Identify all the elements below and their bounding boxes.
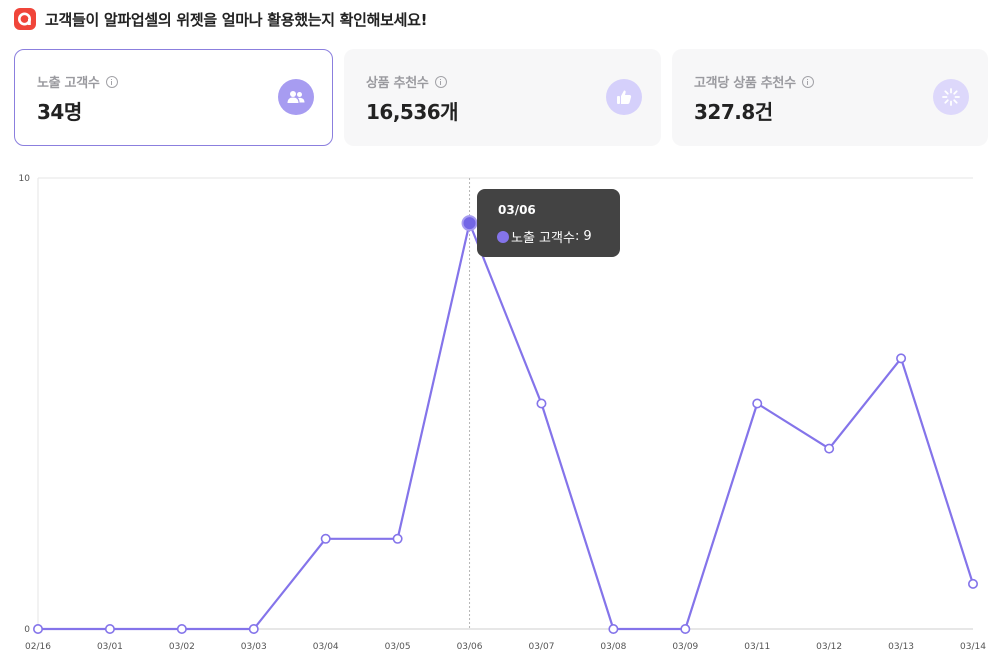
x-tick-label: 03/12: [816, 642, 842, 652]
info-icon[interactable]: [105, 75, 118, 88]
x-tick-label: 03/05: [385, 642, 411, 652]
y-tick-label: 0: [24, 625, 30, 635]
data-point: [680, 623, 691, 634]
data-point: [536, 398, 547, 409]
page-title: 고객들이 알파업셀의 위젯을 얼마나 활용했는지 확인해보세요!: [45, 10, 428, 29]
loading-spinner-icon: [933, 79, 969, 115]
x-tick-label: 03/13: [888, 642, 914, 652]
tooltip-row: 노출 고객수 : 9: [497, 227, 592, 246]
tooltip-value: 9: [583, 229, 592, 244]
exposed-customers-line-chart[interactable]: 0 10 02/16 03/01 03/02 03/03 03/04 03/05 03/06 03…: [0, 160, 997, 666]
thumbs-up-icon: [606, 79, 642, 115]
data-point: [967, 578, 978, 589]
info-icon[interactable]: [801, 75, 814, 88]
alpha-upsell-logo-icon: [14, 8, 36, 30]
x-tick-label: 03/03: [241, 642, 267, 652]
metric-label-row: 노출 고객수: [37, 72, 118, 91]
metric-card-exposed-customers[interactable]: 노출 고객수 34명: [14, 49, 333, 146]
x-tick-label: 03/04: [313, 642, 339, 652]
data-point: [896, 353, 907, 364]
metric-label-row: 상품 추천수: [366, 72, 447, 91]
x-tick-label: 03/14: [960, 642, 986, 652]
series-line: [38, 221, 975, 631]
metric-value: 16,536개: [366, 100, 459, 124]
chart-tooltip: 03/06 노출 고객수 : 9: [477, 189, 620, 257]
x-tick-label: 03/02: [169, 642, 195, 652]
info-icon[interactable]: [434, 75, 447, 88]
metric-label: 고객당 상품 추천수: [694, 76, 796, 91]
metric-card-product-recommendations[interactable]: 상품 추천수 16,536개: [344, 49, 661, 146]
metric-label-row: 고객당 상품 추천수: [694, 72, 814, 91]
x-tick-label: 03/08: [600, 642, 626, 652]
data-point-highlighted: [461, 215, 478, 232]
metric-label: 노출 고객수: [37, 76, 100, 91]
data-point: [608, 623, 619, 634]
x-tick-label: 03/01: [97, 642, 123, 652]
tooltip-date: 03/06: [498, 203, 536, 217]
x-tick-label: 03/09: [672, 642, 698, 652]
data-point: [176, 623, 187, 634]
x-tick-label: 02/16: [25, 642, 51, 652]
metric-value: 327.8건: [694, 100, 773, 124]
data-point: [824, 443, 835, 454]
users-icon: [278, 79, 314, 115]
metric-value: 34명: [37, 100, 82, 124]
x-tick-label: 03/06: [457, 642, 483, 652]
metric-card-recommendations-per-customer[interactable]: 고객당 상품 추천수 327.8건: [672, 49, 988, 146]
data-point: [320, 533, 331, 544]
tooltip-series-name: 노출 고객수: [511, 231, 575, 246]
data-point: [248, 623, 259, 634]
x-tick-label: 03/11: [744, 642, 770, 652]
page-header: 고객들이 알파업셀의 위젯을 얼마나 활용했는지 확인해보세요!: [14, 7, 427, 31]
metric-label: 상품 추천수: [366, 76, 429, 91]
tooltip-series-dot: [497, 230, 509, 243]
data-point: [32, 623, 43, 634]
data-point: [392, 533, 403, 544]
y-tick-label: 10: [19, 174, 31, 184]
data-point: [752, 398, 763, 409]
tooltip-separator: :: [574, 229, 580, 244]
x-tick-label: 03/07: [528, 642, 554, 652]
data-point: [104, 623, 115, 634]
